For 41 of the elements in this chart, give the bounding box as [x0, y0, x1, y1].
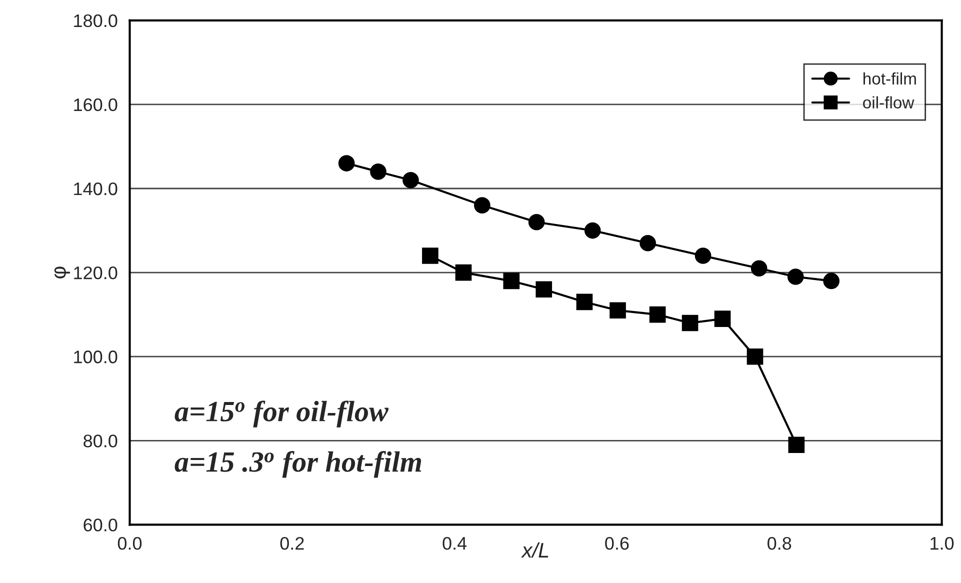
- point: [694, 248, 712, 264]
- x-tick-label: 0.4: [442, 536, 467, 550]
- point: [455, 264, 472, 281]
- x-tick-label: 1.0: [930, 536, 954, 550]
- y-tick-label: 120.0: [74, 266, 118, 280]
- point: [640, 234, 656, 252]
- annotation: a=15 .3$^{o}$ for hot-film: [174, 451, 422, 478]
- y-tick-label: 60.0: [84, 518, 118, 532]
- point: [370, 164, 386, 180]
- point: [503, 272, 520, 290]
- point: [682, 314, 698, 332]
- point: [649, 306, 666, 323]
- point: [746, 348, 764, 365]
- x-tick-label: 0.8: [768, 536, 792, 550]
- y-tick-label: 80.0: [84, 434, 118, 448]
- y-axis-title: φ: [54, 266, 70, 278]
- point: [422, 248, 438, 264]
- point: [474, 197, 490, 214]
- point: [823, 272, 840, 290]
- x-tick-label: 0.6: [605, 536, 629, 550]
- point: [576, 294, 593, 310]
- point: [788, 436, 805, 454]
- point: [787, 268, 804, 285]
- y-tick-label: 100.0: [74, 350, 118, 364]
- x-tick-label: 0.2: [280, 536, 304, 550]
- point: [714, 310, 731, 327]
- point: [528, 214, 545, 230]
- x-tick-label: 0.0: [118, 536, 142, 550]
- legend-label: hot-film: [864, 72, 916, 85]
- y-tick-label: 140.0: [74, 182, 118, 196]
- point: [610, 302, 626, 319]
- point: [536, 281, 552, 298]
- annotation: a=15$^{o}$ for oil-flow: [174, 400, 389, 428]
- point: [584, 222, 601, 239]
- point: [750, 260, 768, 277]
- y-tick-label: 160.0: [74, 98, 118, 112]
- point: [402, 172, 419, 188]
- y-tick-label: 180.0: [74, 14, 118, 28]
- legend-label: oil-flow: [863, 96, 914, 108]
- point: [338, 155, 355, 172]
- x-axis-title: x/L: [521, 542, 548, 558]
